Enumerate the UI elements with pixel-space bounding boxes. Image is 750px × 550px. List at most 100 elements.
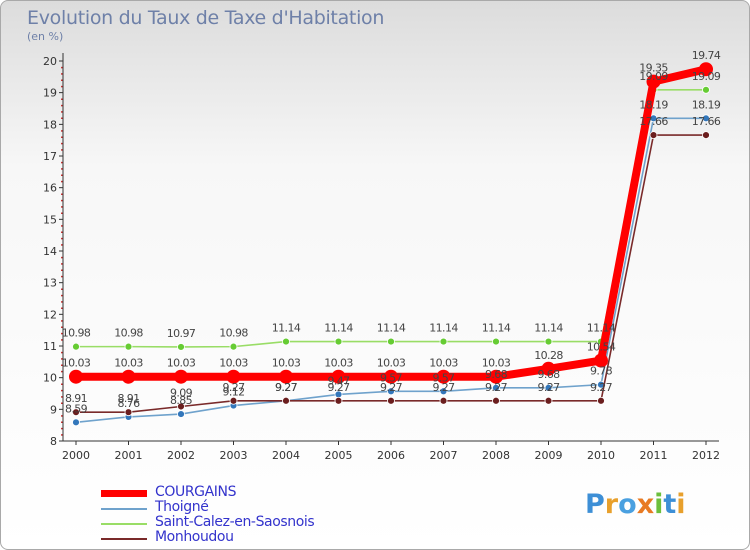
x-tick-label: 2002 [167,449,195,462]
data-point [544,396,553,405]
y-minor-tick [61,288,63,290]
y-minor-tick [61,389,63,392]
y-minor-tick [61,256,63,259]
data-label: 9.27 [537,381,560,394]
y-minor-tick [61,225,63,227]
y-minor-tick [61,231,63,233]
x-tick-label: 2005 [325,449,353,462]
x-tick-label: 2006 [377,449,405,462]
data-point [387,396,395,405]
data-label: 10.98 [114,327,143,340]
data-point [121,369,136,384]
y-minor-tick [61,402,63,404]
y-minor-tick [61,117,63,119]
logo-letter: o [618,489,637,520]
data-label: 10.03 [482,357,511,370]
data-label: 8.91 [65,392,87,405]
y-tick-label: 20 [43,55,57,68]
y-minor-tick [61,79,63,81]
data-label: 8.85 [170,394,193,407]
y-minor-tick [61,415,63,417]
data-label: 10.03 [167,357,196,370]
y-tick-label: 16 [43,182,57,195]
data-label: 10.03 [62,357,91,370]
data-point [69,369,83,384]
y-minor-tick [61,294,63,297]
y-tick-label: 9 [50,403,57,416]
data-point [334,337,343,346]
data-label: 11.14 [429,322,458,335]
data-label: 19.35 [639,62,668,75]
data-label: 9.57 [432,371,455,384]
y-minor-tick [61,332,63,335]
data-point [387,387,395,396]
data-label: 10.98 [219,327,248,340]
data-point [489,369,503,384]
data-label: 9.09 [170,386,193,399]
data-label: 9.27 [222,381,245,394]
data-point [492,337,500,346]
data-point [177,410,185,418]
chart-title: Evolution du Taux de Taxe d'Habitation [27,7,385,29]
y-minor-tick [61,168,63,170]
y-minor-tick [61,104,63,107]
y-tick-label: 18 [43,118,57,131]
y-minor-tick [61,421,63,423]
data-label: 10.03 [377,357,406,370]
data-point [492,383,500,392]
data-point [124,408,133,417]
data-label: 11.14 [587,322,616,335]
data-point [646,74,661,89]
y-minor-tick [61,351,63,354]
data-point [174,369,188,384]
x-tick-label: 2003 [220,449,248,462]
y-minor-tick [61,73,63,75]
x-tick-label: 2004 [272,449,300,462]
chart-subtitle: (en %) [27,30,64,43]
data-label: 10.97 [167,327,196,340]
data-point [334,396,343,405]
data-point [279,369,293,384]
y-minor-tick [61,263,63,265]
logo-letter: P [585,489,605,520]
y-minor-tick [61,174,63,176]
y-minor-tick [61,358,63,360]
y-minor-tick [61,98,63,100]
data-label: 10.54 [587,341,616,354]
data-label: 9.12 [222,386,244,399]
data-label: 10.28 [534,349,563,362]
data-label: 17.66 [639,115,668,128]
data-point [229,342,238,351]
data-point [544,383,553,392]
data-point [177,343,185,351]
data-label: 10.03 [114,357,143,370]
data-point [594,353,608,368]
data-label: 18.19 [639,98,668,111]
data-point [72,418,80,427]
data-label: 10.03 [324,357,353,370]
data-point [436,369,451,384]
y-minor-tick [61,193,63,195]
x-tick-label: 2001 [115,449,143,462]
legend-swatch [101,523,147,525]
data-label: 11.14 [272,322,301,335]
data-label: 9.68 [485,368,508,381]
data-label: 19.09 [692,70,721,83]
data-point [124,342,133,351]
logo-letter: r [604,489,619,520]
data-label: 10.03 [272,357,301,370]
data-point [702,85,710,94]
y-minor-tick [61,364,63,366]
data-label: 10.98 [62,327,91,340]
data-label: 10.03 [219,357,248,370]
data-point [439,337,448,346]
y-minor-tick [61,161,63,164]
data-point [384,369,398,384]
data-label: 9.68 [537,368,560,381]
y-minor-tick [61,142,63,145]
data-point [702,114,710,123]
data-label: 9.57 [380,371,403,384]
y-tick-label: 10 [43,372,57,385]
data-point [331,369,346,384]
y-minor-tick [61,383,63,385]
